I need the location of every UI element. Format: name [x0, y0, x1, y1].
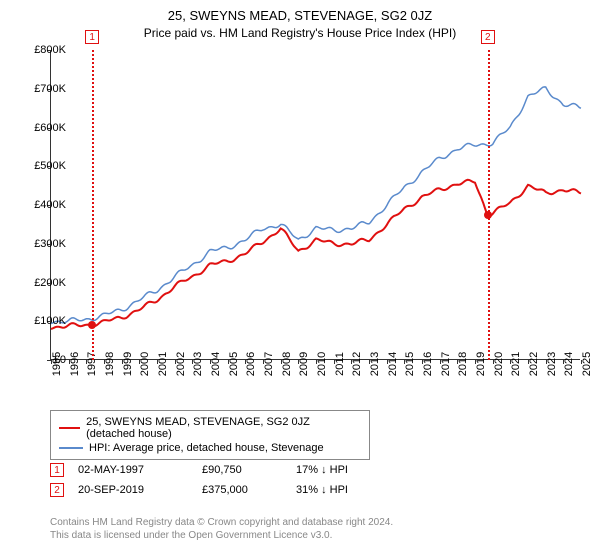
y-axis-label: £700K [34, 83, 66, 95]
x-axis-label: 2022 [528, 352, 540, 376]
x-axis-label: 2008 [281, 352, 293, 376]
transaction-number-box: 1 [50, 463, 64, 477]
x-axis-label: 2006 [245, 352, 257, 376]
transaction-row: 2 20-SEP-2019 £375,000 31% ↓ HPI [50, 480, 386, 500]
x-axis-label: 1996 [69, 352, 81, 376]
transaction-table: 1 02-MAY-1997 £90,750 17% ↓ HPI 2 20-SEP-2019… [50, 460, 386, 500]
x-axis-label: 2019 [475, 352, 487, 376]
x-axis-label: 2024 [563, 352, 575, 376]
y-axis-label: £200K [34, 277, 66, 289]
x-axis-label: 1998 [104, 352, 116, 376]
legend-swatch [59, 447, 83, 449]
x-axis-label: 2016 [422, 352, 434, 376]
legend-row: 25, SWEYNS MEAD, STEVENAGE, SG2 0JZ (det… [59, 415, 361, 441]
legend-swatch [59, 427, 80, 429]
transaction-price: £375,000 [202, 484, 282, 496]
x-axis-label: 2004 [210, 352, 222, 376]
x-axis-label: 2017 [440, 352, 452, 376]
transaction-price: £90,750 [202, 464, 282, 476]
x-axis-label: 2002 [175, 352, 187, 376]
plot-area: 1995199619971998199920002001200220032004… [50, 50, 580, 360]
y-axis-label: £100K [34, 315, 66, 327]
x-axis-label: 2012 [351, 352, 363, 376]
x-axis-label: 2018 [457, 352, 469, 376]
x-axis-label: 2005 [228, 352, 240, 376]
x-axis-label: 2007 [263, 352, 275, 376]
series-line [51, 87, 581, 324]
transaction-pct: 17% ↓ HPI [296, 464, 386, 476]
x-axis-label: 2009 [298, 352, 310, 376]
x-axis-label: 2015 [404, 352, 416, 376]
y-axis-label: £400K [34, 199, 66, 211]
x-axis-label: 2010 [316, 352, 328, 376]
x-axis-label: 1999 [122, 352, 134, 376]
event-label-box: 2 [481, 30, 495, 44]
x-axis-label: 2013 [369, 352, 381, 376]
y-axis-label: £0 [54, 354, 66, 366]
line-layer [51, 50, 581, 360]
y-axis-label: £600K [34, 122, 66, 134]
event-marker [484, 211, 492, 219]
chart-container: 25, SWEYNS MEAD, STEVENAGE, SG2 0JZ Pric… [0, 0, 600, 560]
chart-title: 25, SWEYNS MEAD, STEVENAGE, SG2 0JZ [0, 0, 600, 23]
x-axis-label: 2023 [546, 352, 558, 376]
event-label-box: 1 [85, 30, 99, 44]
y-axis-label: £800K [34, 44, 66, 56]
x-axis-label: 2025 [581, 352, 593, 376]
y-axis-label: £500K [34, 160, 66, 172]
x-axis-label: 2020 [493, 352, 505, 376]
legend-label: 25, SWEYNS MEAD, STEVENAGE, SG2 0JZ (det… [86, 416, 361, 440]
x-axis-label: 2021 [510, 352, 522, 376]
x-axis-label: 2001 [157, 352, 169, 376]
x-axis-label: 2011 [334, 352, 346, 376]
transaction-pct: 31% ↓ HPI [296, 484, 386, 496]
transaction-row: 1 02-MAY-1997 £90,750 17% ↓ HPI [50, 460, 386, 480]
legend-row: HPI: Average price, detached house, Stev… [59, 441, 361, 455]
x-axis-label: 2000 [139, 352, 151, 376]
x-axis-label: 2003 [192, 352, 204, 376]
event-marker [88, 321, 96, 329]
series-line [51, 180, 581, 329]
event-vline [92, 50, 94, 360]
legend: 25, SWEYNS MEAD, STEVENAGE, SG2 0JZ (det… [50, 410, 370, 460]
footer-line-1: Contains HM Land Registry data © Crown c… [50, 516, 393, 529]
transaction-date: 20-SEP-2019 [78, 484, 188, 496]
event-vline [488, 50, 490, 360]
footer-line-2: This data is licensed under the Open Gov… [50, 529, 393, 542]
transaction-date: 02-MAY-1997 [78, 464, 188, 476]
y-axis-label: £300K [34, 238, 66, 250]
footer-text: Contains HM Land Registry data © Crown c… [50, 516, 393, 542]
transaction-number-box: 2 [50, 483, 64, 497]
x-axis-label: 2014 [387, 352, 399, 376]
legend-label: HPI: Average price, detached house, Stev… [89, 442, 324, 454]
